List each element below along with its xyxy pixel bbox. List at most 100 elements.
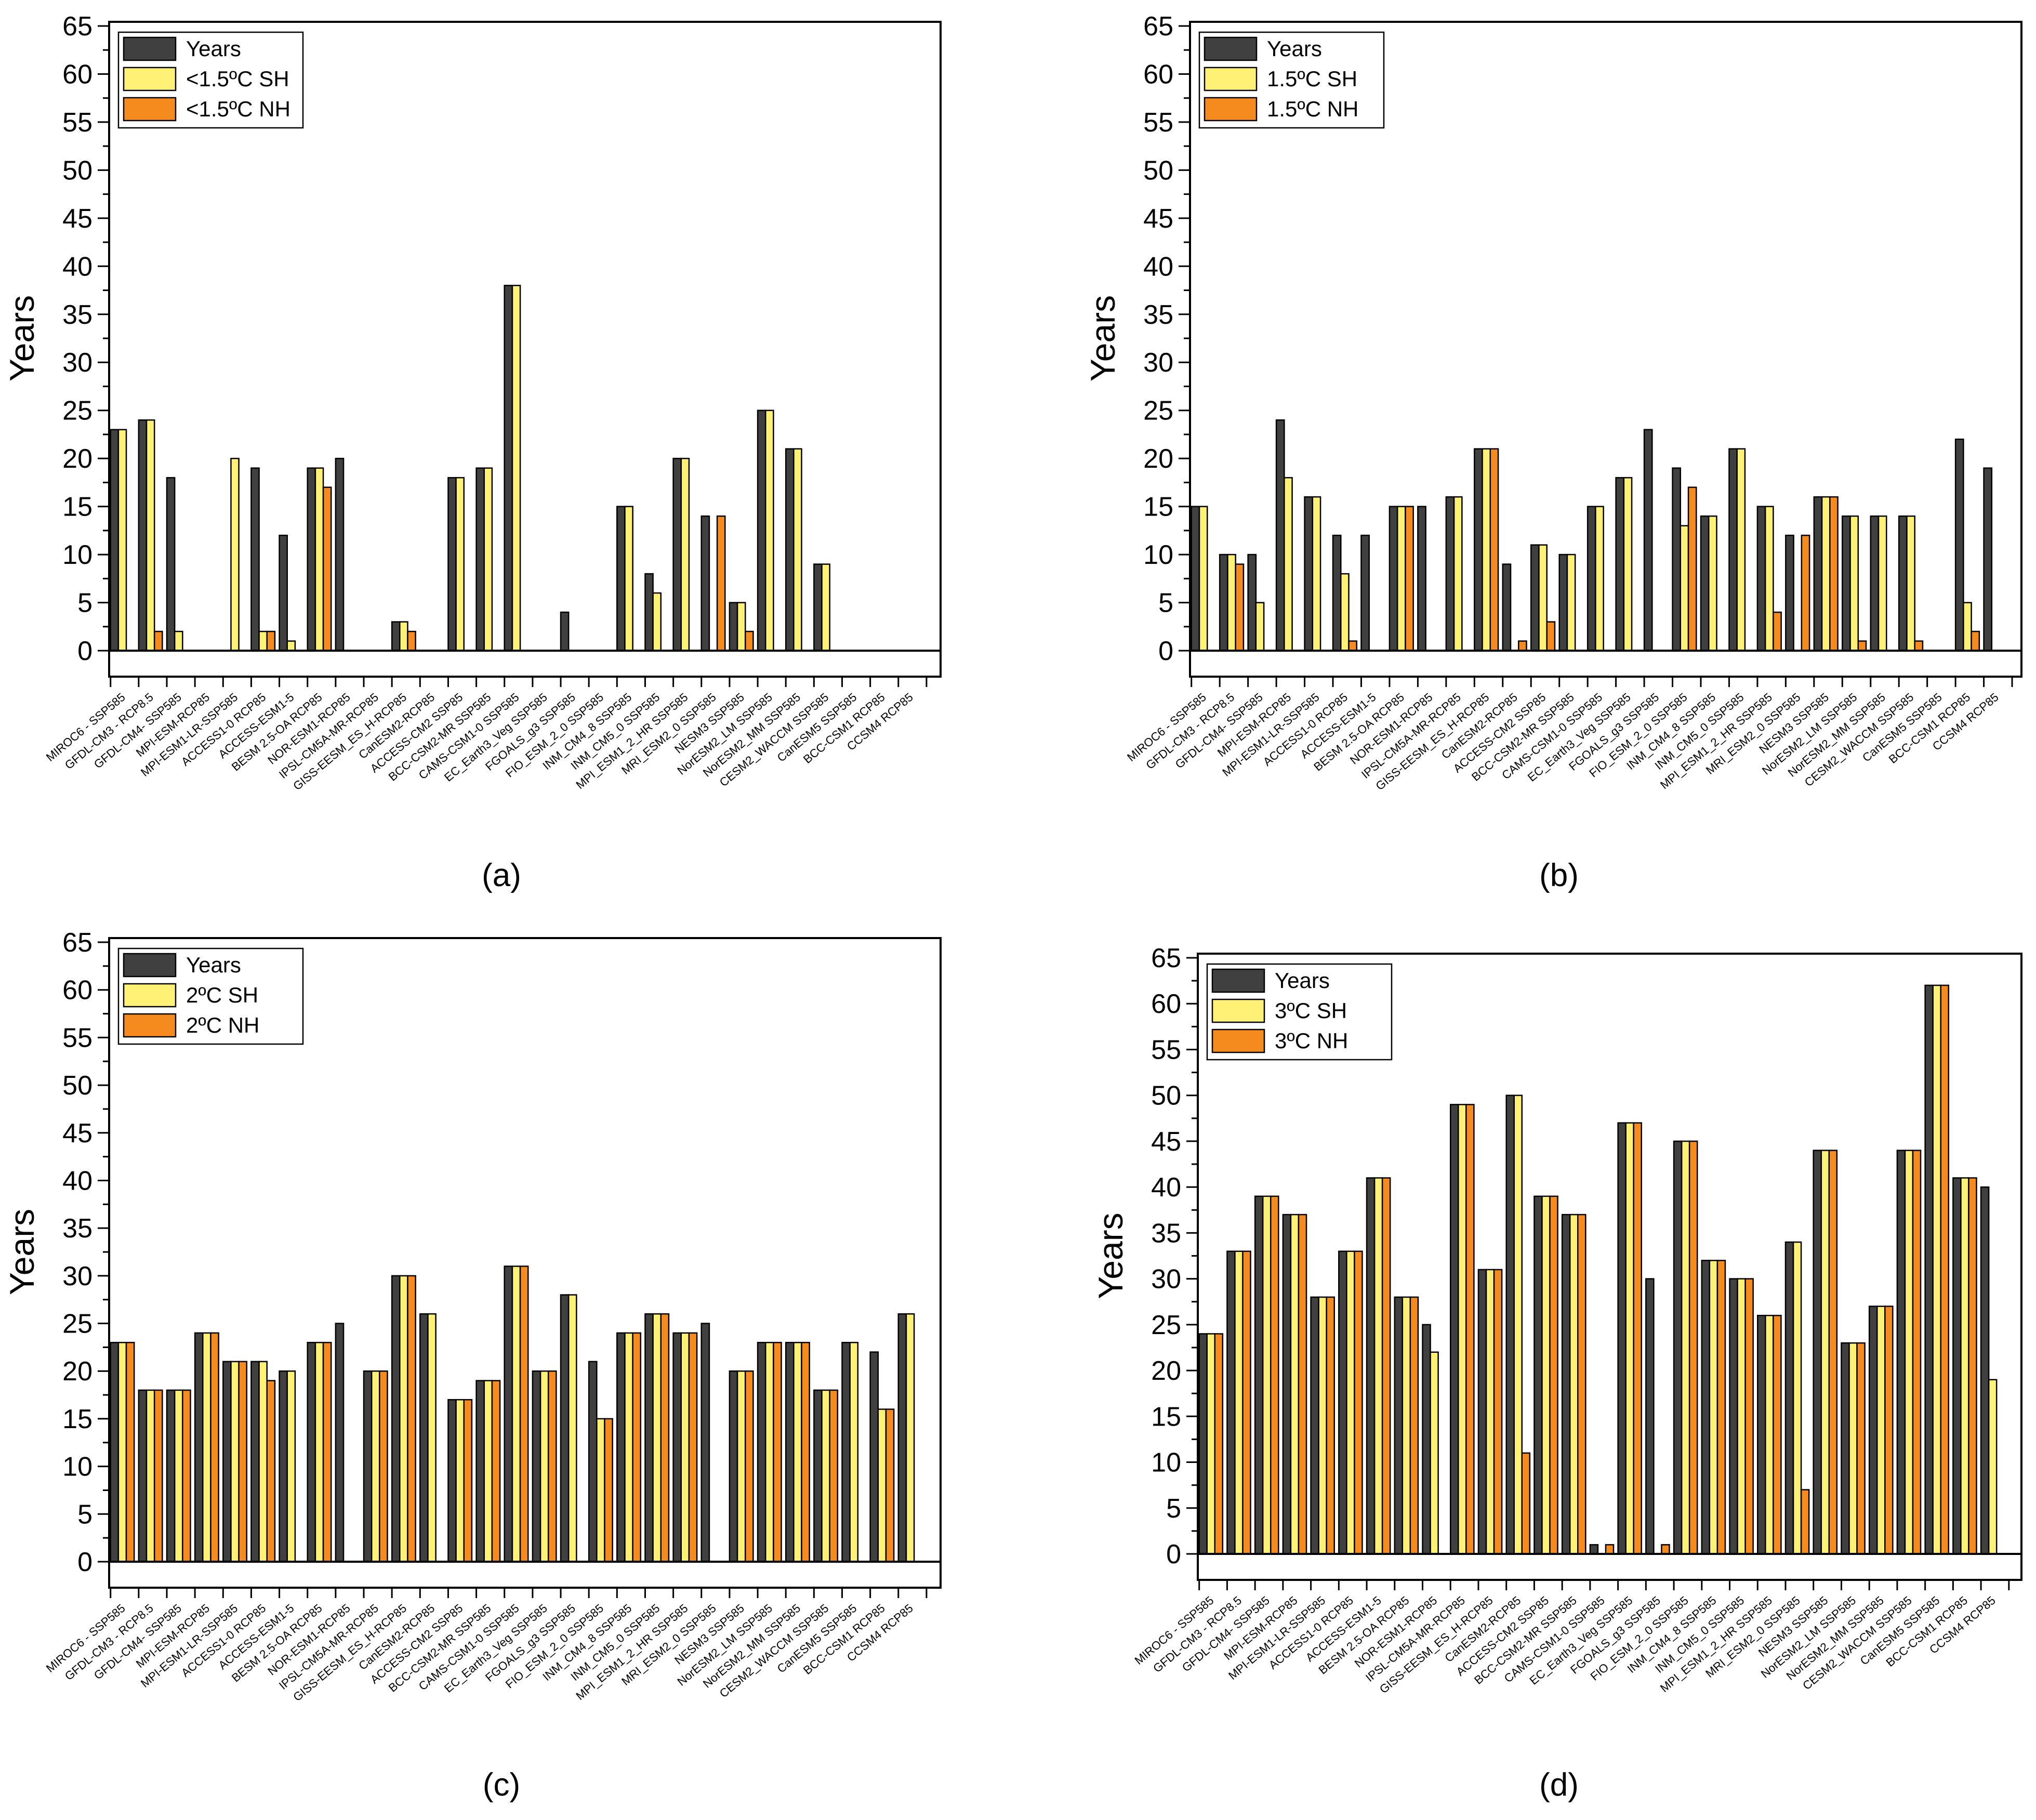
bar-years [1389, 506, 1398, 652]
bar-years [644, 1313, 654, 1563]
bar-nh [153, 630, 163, 652]
legend-swatch [1211, 998, 1265, 1023]
bar-years [1645, 1278, 1655, 1555]
bar-years [1561, 1214, 1571, 1555]
bar-nh [519, 1265, 529, 1563]
bar-sh [230, 1361, 240, 1563]
y-tick-label: 5 [77, 588, 92, 618]
bar-years [110, 1341, 120, 1563]
bar-years [1502, 563, 1512, 652]
bar-nh [407, 630, 416, 652]
y-tick-label: 30 [62, 348, 92, 378]
bar-years [1729, 1278, 1738, 1555]
bar-years [447, 1399, 457, 1563]
bar-years [194, 1332, 204, 1563]
bar-years [1954, 438, 1964, 652]
bar-years [1530, 544, 1540, 652]
bar-years [1896, 1150, 1906, 1555]
bar-sh [174, 630, 183, 652]
bar-nh [1577, 1214, 1587, 1555]
y-tick-label: 50 [1151, 1081, 1181, 1111]
bar-years [700, 515, 710, 652]
bar-years [419, 1313, 429, 1563]
bar-years [1980, 1186, 1990, 1555]
y-tick-label: 45 [62, 204, 92, 234]
bar-years [307, 467, 316, 652]
bar-nh [407, 1275, 416, 1563]
bar-sh [1876, 1305, 1886, 1555]
bar-nh [1633, 1122, 1643, 1555]
bar-sh [511, 285, 521, 652]
bar-years [1191, 506, 1200, 652]
bar-sh [1396, 506, 1406, 652]
bar-nh [1546, 621, 1556, 652]
bar-sh [1284, 477, 1293, 652]
bar-years [729, 1370, 738, 1563]
bar-years [897, 1313, 907, 1563]
bar-sh [680, 457, 690, 652]
y-tick-label: 65 [1143, 11, 1173, 42]
y-tick-label: 65 [1151, 943, 1181, 973]
bar-years [1589, 1544, 1599, 1555]
bar-years [785, 1341, 795, 1563]
y-axis-title: Years [1083, 295, 1122, 381]
bar-years [138, 1389, 148, 1563]
bar-nh [1235, 563, 1245, 652]
bar-sh [793, 448, 802, 652]
bar-sh [1255, 602, 1265, 652]
bar-years [700, 1323, 710, 1563]
bar-years [729, 602, 738, 652]
bar-sh [736, 1370, 746, 1563]
bar-sh [1541, 1195, 1551, 1555]
legend-swatch [123, 67, 177, 91]
bar-sh [427, 1313, 437, 1563]
y-tick-label: 10 [62, 540, 92, 570]
bar-nh [829, 1389, 839, 1563]
y-axis-title: Years [3, 1209, 41, 1295]
bar-sh [1485, 1269, 1495, 1555]
y-tick-label: 45 [1151, 1127, 1181, 1157]
bar-sh [146, 419, 155, 652]
bar-years [532, 1370, 541, 1563]
bar-nh [1688, 1140, 1698, 1555]
bar-years [841, 1341, 851, 1563]
bar-sh [905, 1313, 915, 1563]
bar-sh [1988, 1379, 1998, 1555]
y-tick-label: 10 [1143, 540, 1173, 570]
bar-years [757, 1341, 766, 1563]
panel-caption: (a) [482, 858, 521, 893]
bar-nh [1914, 640, 1924, 652]
y-tick-label: 50 [62, 155, 92, 186]
bar-sh [624, 1332, 633, 1563]
bar-nh [773, 1341, 782, 1563]
y-tick-label: 60 [62, 59, 92, 89]
panel-caption: (b) [1539, 858, 1579, 893]
legend-swatch [123, 97, 177, 122]
bar-sh [1625, 1122, 1634, 1555]
bar-sh [1453, 496, 1463, 652]
bar-years [1282, 1214, 1292, 1555]
bar-nh [1605, 1544, 1615, 1555]
legend-swatch [123, 983, 177, 1008]
bar-sh [511, 1265, 521, 1563]
y-tick-label: 25 [62, 396, 92, 426]
bar-sh [877, 1408, 887, 1563]
y-tick-label: 40 [62, 252, 92, 282]
bar-years [1785, 534, 1794, 652]
bar-years [757, 410, 766, 652]
bar-years [616, 506, 626, 652]
y-tick-label: 0 [1166, 1539, 1181, 1570]
bar-sh [1234, 1250, 1244, 1555]
bar-nh [1354, 1250, 1363, 1555]
y-tick-label: 45 [1143, 204, 1173, 234]
bar-years [1728, 448, 1738, 652]
bar-sh [1906, 515, 1915, 652]
bar-sh [230, 457, 240, 652]
bar-sh [596, 1418, 605, 1563]
bar-years [475, 467, 485, 652]
y-tick-label: 55 [62, 1023, 92, 1053]
bar-nh [1465, 1104, 1475, 1555]
bar-sh [258, 1361, 268, 1563]
bar-years [1417, 506, 1426, 652]
